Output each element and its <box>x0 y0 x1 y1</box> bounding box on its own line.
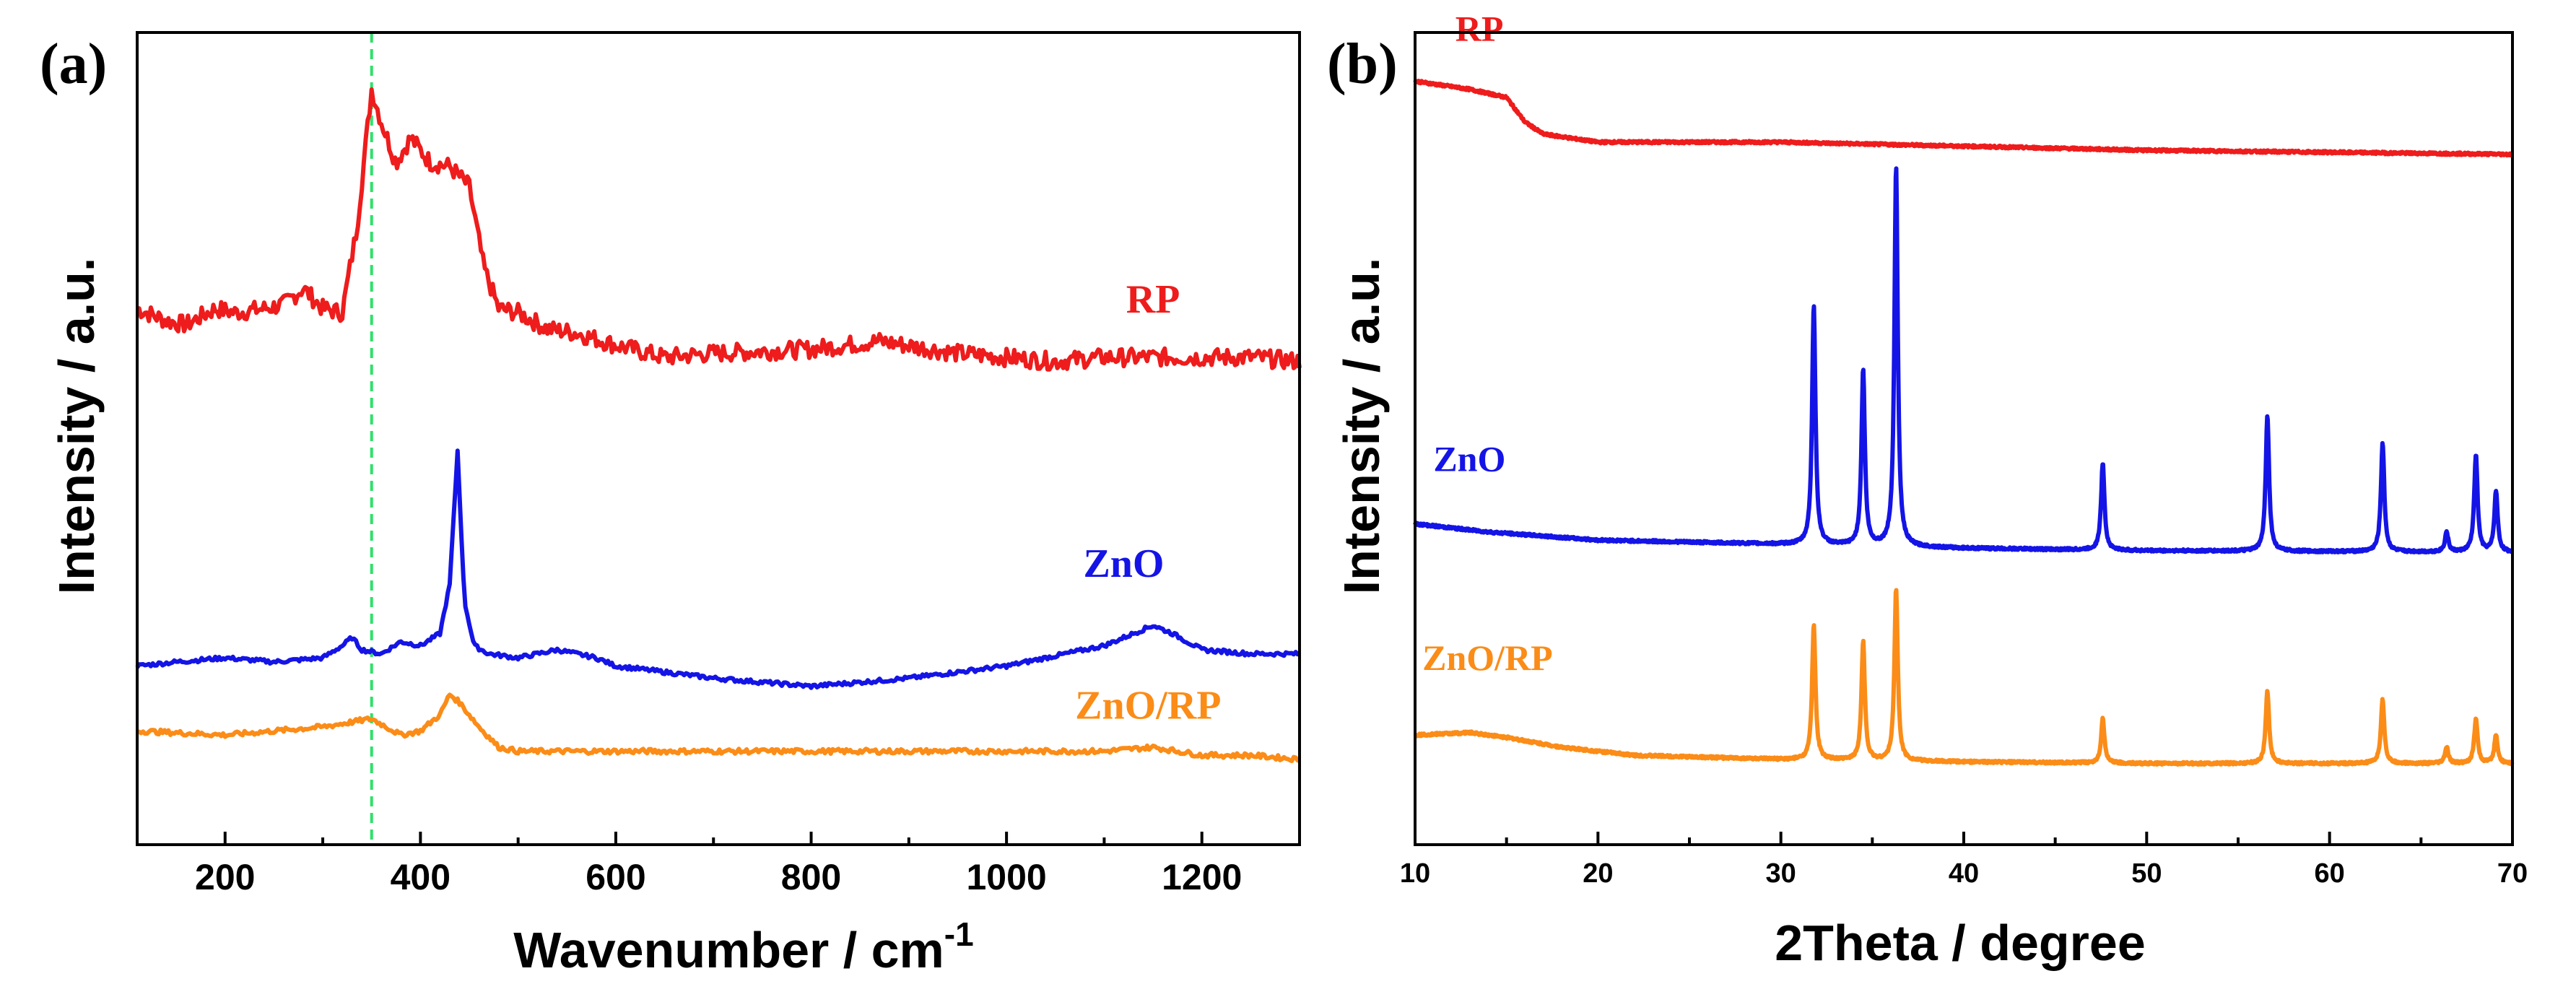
panel-b-series-labels: RP ZnO ZnO/RP <box>1422 8 1553 678</box>
panel-b-label: (b) <box>1327 32 1398 96</box>
panel-a-series-labels: RP ZnO ZnO/RP <box>1075 277 1221 728</box>
panel-a-label: (a) <box>40 32 107 96</box>
panel-b-x-axis-ticks: 10 20 30 40 50 60 70 <box>1400 832 2528 889</box>
panel-b-x-tick-label-40: 40 <box>1949 858 1979 889</box>
panel-b-y-axis-title: Intensity / a.u. <box>1333 258 1390 595</box>
panel-a-x-axis-ticks: 200 400 600 800 1000 1200 <box>195 832 1301 897</box>
panel-b-x-tick-label-70: 70 <box>2497 858 2528 889</box>
panel-b-x-axis-title: 2Theta / degree <box>1775 915 2146 971</box>
panel-b: (b) Intensity / a.u. 2Theta / degree RP Z… <box>1327 8 2528 971</box>
panel-a-label-zno: ZnO <box>1083 541 1164 586</box>
panel-a-x-tick-label-1200: 1200 <box>1162 857 1242 897</box>
panel-a-x-axis-title-main: Wavenumber / cm <box>513 922 944 978</box>
panel-b-series-rp <box>1413 79 2515 158</box>
panel-a-series-zno <box>135 448 1301 690</box>
panel-a-plot-frame <box>136 31 1301 846</box>
panel-a-label-zno-rp: ZnO/RP <box>1075 684 1221 728</box>
panel-a-x-axis-title: Wavenumber / cm-1 <box>513 915 973 978</box>
panel-b-x-tick-label-10: 10 <box>1400 858 1430 889</box>
panel-a-series-layer <box>135 87 1302 764</box>
panel-a-x-tick-label-800: 800 <box>781 857 841 897</box>
panel-b-x-tick-label-20: 20 <box>1583 858 1613 889</box>
panel-a-label-rp: RP <box>1126 277 1180 322</box>
panel-a-x-tick-label-200: 200 <box>195 857 255 897</box>
panel-b-label-zno-rp: ZnO/RP <box>1422 637 1553 678</box>
panel-b-label-zno: ZnO <box>1433 439 1505 479</box>
panel-b-series-zno <box>1413 166 2515 554</box>
panel-a-series-zno-rp <box>136 692 1301 764</box>
panel-a-x-tick-label-600: 600 <box>586 857 645 897</box>
panel-b-series-zno-rp <box>1413 588 2515 767</box>
panel-a-x-axis-title-superscript: -1 <box>944 915 974 953</box>
panel-b-x-tick-label-30: 30 <box>1766 858 1796 889</box>
panel-b-series-layer <box>1413 79 2515 767</box>
panel-b-plot-frame <box>1414 31 2514 846</box>
panel-a-y-axis-title: Intensity / a.u. <box>48 258 105 595</box>
panel-b-label-rp: RP <box>1455 8 1504 48</box>
panel-b-x-tick-label-60: 60 <box>2315 858 2345 889</box>
panel-a-x-tick-label-400: 400 <box>391 857 451 897</box>
panel-a: (a) Intensity / a.u. Wavenumber / cm-1 R… <box>40 31 1302 978</box>
panel-a-series-rp <box>136 87 1302 372</box>
panel-b-x-tick-label-50: 50 <box>2131 858 2162 889</box>
panel-a-x-tick-label-1000: 1000 <box>967 857 1047 897</box>
